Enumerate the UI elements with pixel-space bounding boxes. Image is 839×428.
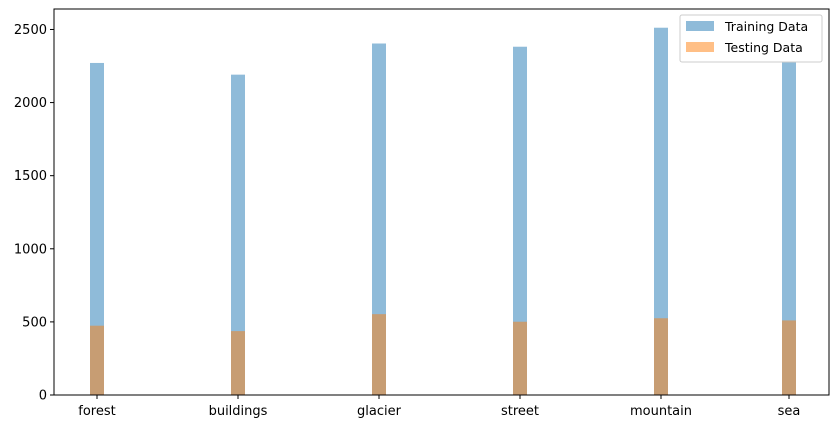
bar-training-street [513, 46, 527, 396]
x-tick-label: forest [78, 404, 115, 419]
legend: Training Data Testing Data [679, 14, 823, 63]
bar-training-sea [782, 62, 796, 395]
bar-testing-glacier [372, 314, 386, 395]
bars-layer [90, 27, 796, 396]
legend-frame [679, 14, 823, 63]
y-tick-label: 500 [22, 315, 47, 330]
x-tick-label: mountain [630, 404, 692, 419]
x-tick-label: buildings [209, 404, 268, 419]
bar-testing-mountain [654, 318, 668, 395]
bar-training-glacier [372, 43, 386, 395]
y-tick-label: 1500 [14, 169, 47, 184]
bar-testing-street [513, 321, 527, 395]
bar-testing-forest [90, 325, 104, 395]
plot-frame [53, 8, 830, 396]
legend-label-training: Training Data [724, 19, 808, 34]
bar-training-mountain [654, 27, 668, 396]
bar-testing-buildings [231, 331, 245, 395]
y-tick-label: 2500 [14, 23, 47, 38]
legend-swatch-testing [686, 42, 714, 52]
bar-training-forest [90, 62, 104, 396]
bar-testing-sea [782, 320, 796, 395]
bar-training-buildings [231, 74, 245, 396]
y-tick-label: 0 [39, 389, 47, 404]
y-tick-label: 1000 [14, 242, 47, 257]
axes-layer: 0 500 1000 1500 2000 2500 forest buildings glaci… [14, 8, 830, 419]
x-tick-label: glacier [357, 404, 402, 419]
x-tick-label: sea [778, 404, 801, 419]
y-tick-label: 2000 [14, 96, 47, 111]
legend-swatch-training [686, 21, 714, 31]
legend-label-testing: Testing Data [724, 40, 803, 55]
x-tick-label: street [501, 404, 539, 419]
